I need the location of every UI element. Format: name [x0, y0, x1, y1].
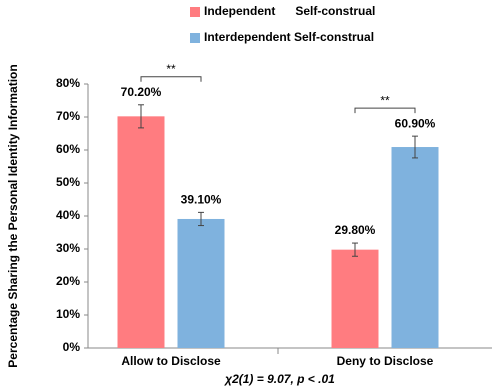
- bar: [117, 116, 165, 348]
- bracket: [354, 107, 416, 114]
- legend-swatch: [190, 7, 200, 17]
- annotation: **: [380, 93, 390, 107]
- annotation: **: [166, 62, 176, 76]
- y-tick-label: 30%: [56, 241, 80, 255]
- legend-label: Interdependent Self-construal: [204, 30, 374, 44]
- data-label: 29.80%: [335, 223, 376, 237]
- bar: [391, 147, 439, 348]
- data-label: 60.90%: [395, 116, 436, 130]
- y-tick-label: 50%: [56, 175, 80, 189]
- error-bar: [412, 135, 418, 159]
- error-bar: [138, 104, 144, 129]
- bracket: [140, 76, 202, 82]
- data-label: 70.20%: [121, 85, 162, 99]
- bar: [177, 218, 225, 348]
- legend-label: Independent Self-construal: [204, 4, 375, 18]
- y-tick-label: 60%: [56, 142, 80, 156]
- y-axis-label: Percentage Sharing the Personal Identity…: [6, 64, 20, 367]
- x-tick-label: Allow to Disclose: [121, 354, 221, 368]
- error-bar: [352, 242, 358, 257]
- data-label: 39.10%: [181, 193, 222, 207]
- y-tick-label: 10%: [56, 307, 80, 321]
- y-tick-label: 0%: [63, 340, 81, 354]
- bar: [331, 249, 379, 348]
- x-tick-label: Deny to Disclose: [337, 354, 434, 368]
- note: χ2(1) = 9.07, p < .01: [223, 372, 335, 386]
- legend-swatch: [190, 33, 200, 43]
- y-tick-label: 70%: [56, 109, 80, 123]
- y-tick-label: 80%: [56, 76, 80, 90]
- error-bar: [198, 211, 204, 227]
- y-tick-label: 40%: [56, 208, 80, 222]
- y-tick-label: 20%: [56, 274, 80, 288]
